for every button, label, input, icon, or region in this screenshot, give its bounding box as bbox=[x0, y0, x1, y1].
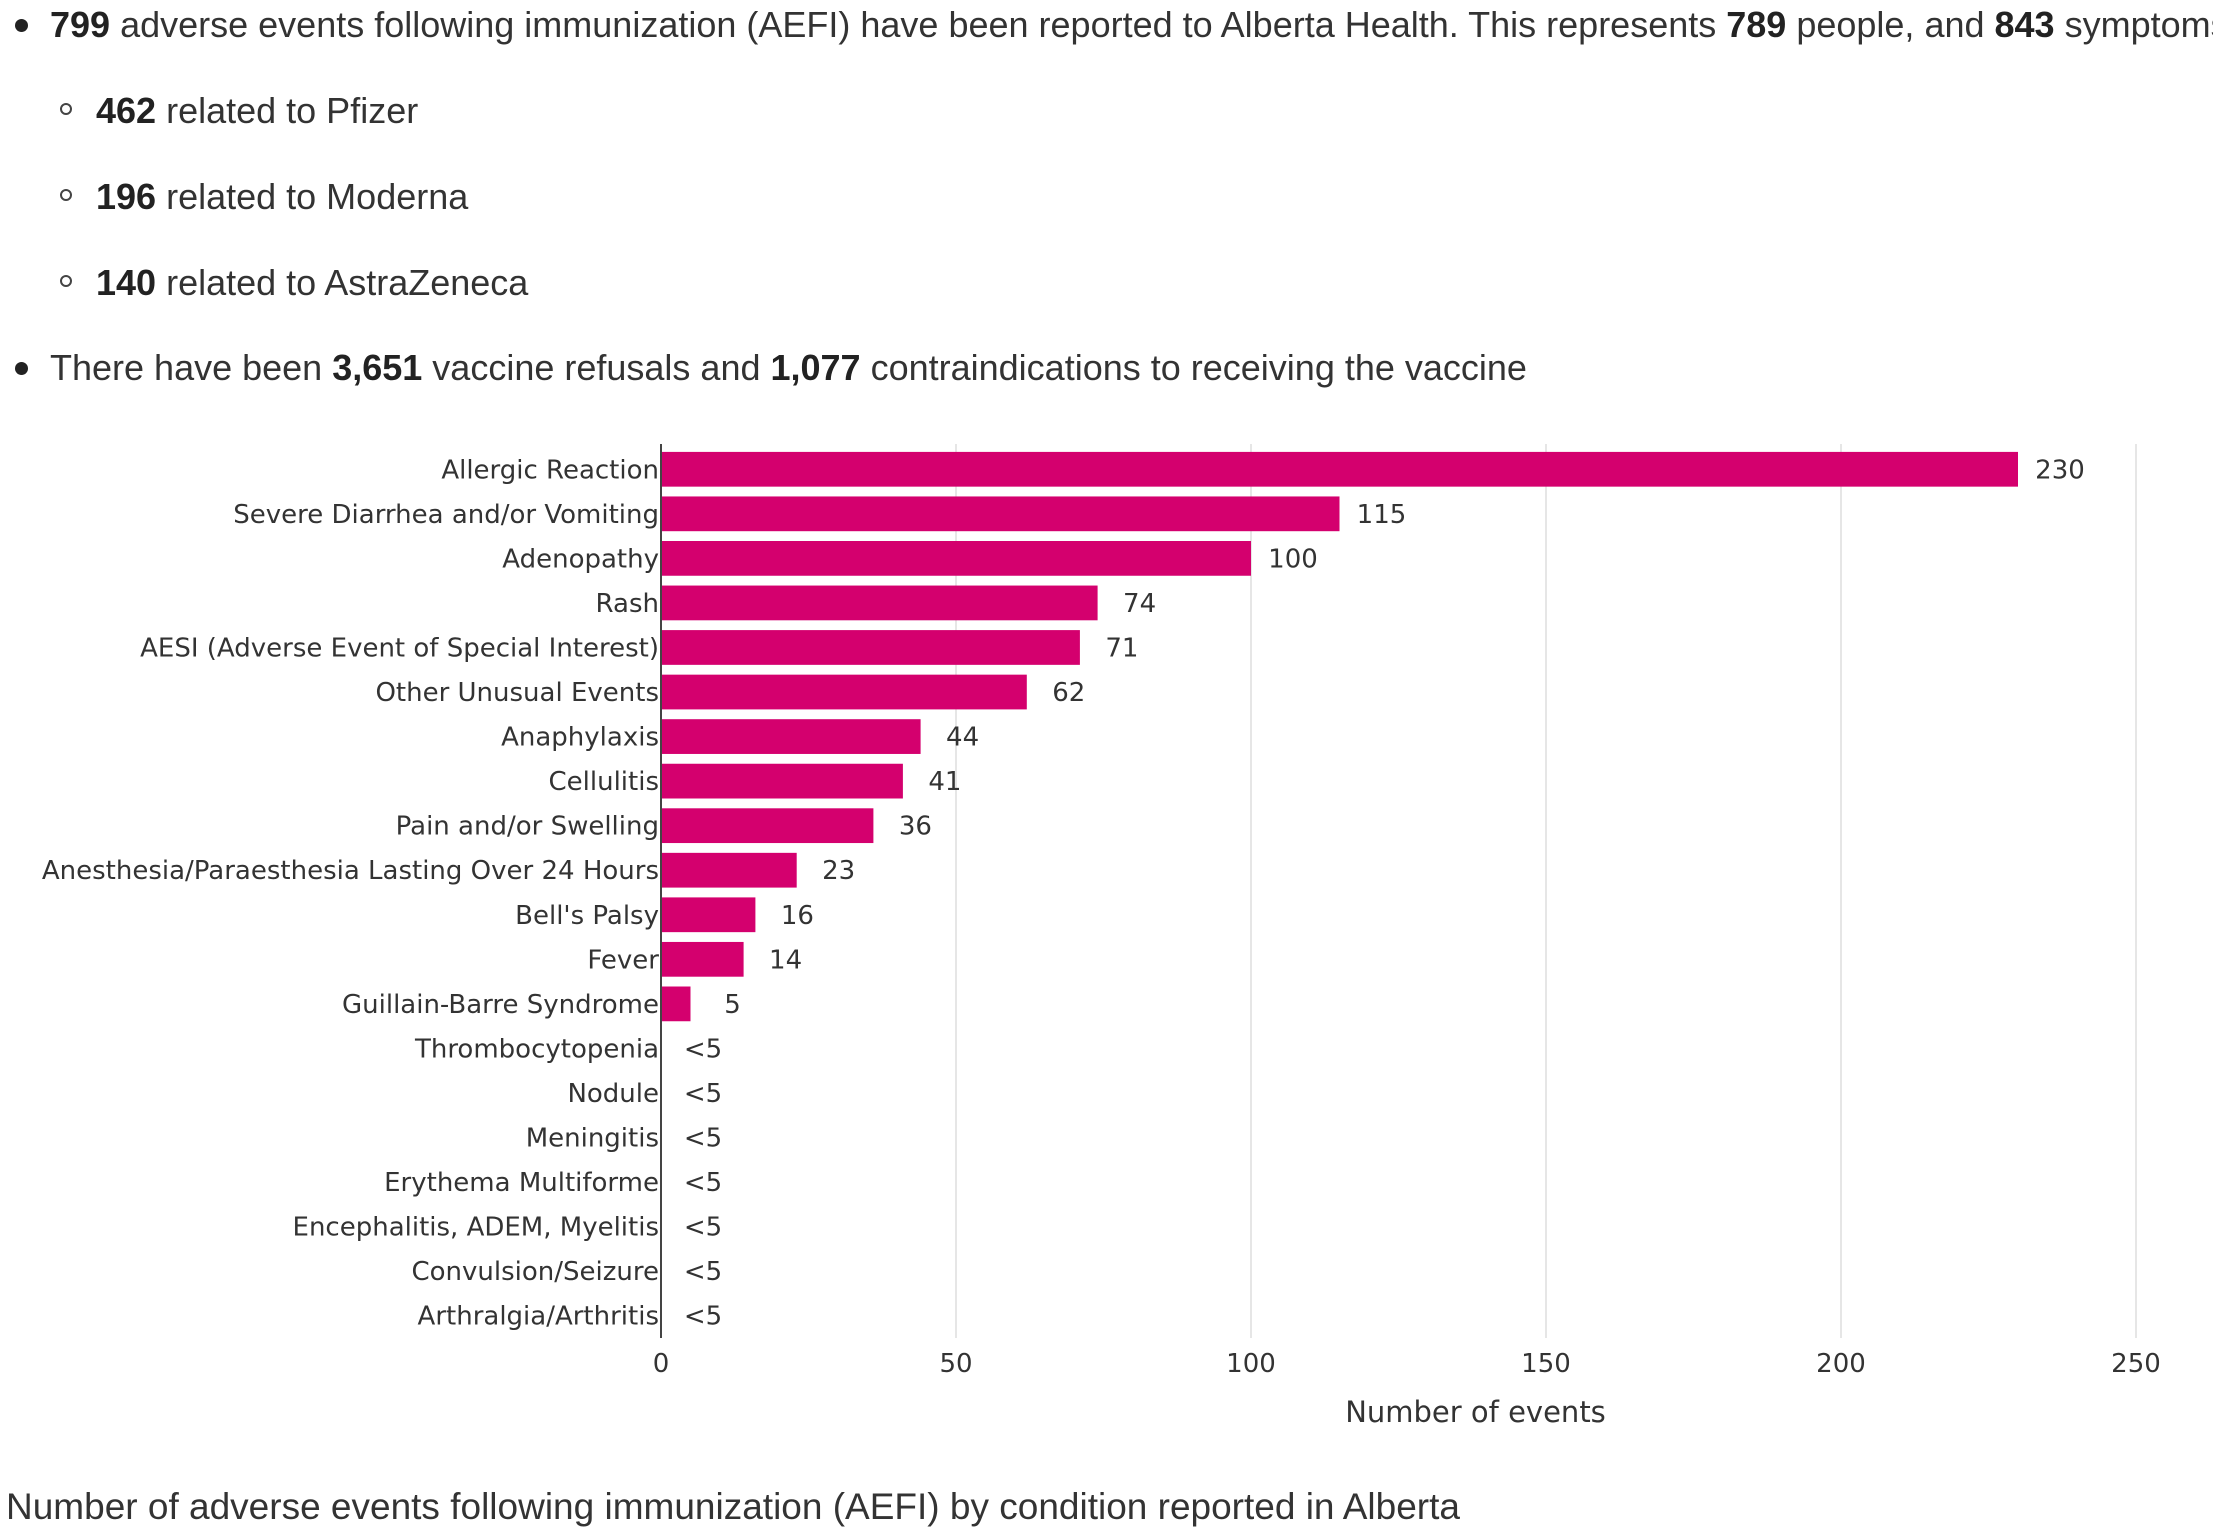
refusals-text-1: There have been bbox=[50, 347, 333, 388]
bar bbox=[661, 986, 691, 1022]
category-label: Other Unusual Events bbox=[375, 678, 659, 708]
bar bbox=[661, 808, 874, 844]
category-label: Rash bbox=[596, 589, 659, 619]
category-label: Anaphylaxis bbox=[501, 723, 659, 753]
category-label: Meningitis bbox=[526, 1124, 659, 1154]
category-label: Nodule bbox=[567, 1079, 659, 1109]
sub-bullet-ring bbox=[60, 103, 72, 115]
x-axis-title: Number of events bbox=[1345, 1395, 1606, 1429]
bullet-dot bbox=[15, 362, 28, 375]
data-label: 62 bbox=[1052, 678, 1085, 708]
bar bbox=[661, 541, 1251, 576]
data-label: <5 bbox=[684, 1034, 722, 1064]
category-label: AESI (Adverse Event of Special Interest) bbox=[140, 633, 659, 663]
summary-bullet-refusals: There have been 3,651 vaccine refusals a… bbox=[50, 346, 1527, 390]
summary-bullet-aefi: 799 adverse events following immunizatio… bbox=[50, 3, 2213, 47]
x-tick-label: 250 bbox=[2111, 1349, 2161, 1379]
data-label: <5 bbox=[684, 1079, 722, 1109]
data-label: 41 bbox=[928, 767, 961, 797]
category-label: Encephalitis, ADEM, Myelitis bbox=[293, 1213, 659, 1243]
people-count: 789 bbox=[1726, 4, 1787, 45]
astrazeneca-text: related to AstraZeneca bbox=[156, 262, 529, 303]
refusals-text-3: contraindications to receiving the vacci… bbox=[860, 347, 1527, 388]
category-label: Adenopathy bbox=[502, 544, 659, 574]
aefi-text-3: symptoms. bbox=[2064, 4, 2213, 45]
aefi-text-1: adverse events following immunization (A… bbox=[110, 4, 1727, 45]
bar bbox=[661, 496, 1340, 532]
sub-bullet-ring bbox=[60, 189, 72, 201]
pfizer-text: related to Pfizer bbox=[156, 90, 419, 131]
data-label: 230 bbox=[2035, 455, 2085, 485]
contraindications-count: 1,077 bbox=[770, 347, 861, 388]
data-label: 100 bbox=[1268, 544, 1318, 574]
x-tick-label: 200 bbox=[1816, 1349, 1866, 1379]
category-label: Fever bbox=[587, 945, 659, 975]
x-tick-label: 150 bbox=[1521, 1349, 1571, 1379]
moderna-text: related to Moderna bbox=[156, 176, 469, 217]
bar bbox=[661, 763, 903, 799]
category-label: Guillain-Barre Syndrome bbox=[342, 990, 659, 1020]
data-label: <5 bbox=[684, 1213, 722, 1243]
bar bbox=[661, 941, 744, 977]
x-tick-label: 0 bbox=[653, 1349, 670, 1379]
category-label: Anesthesia/Paraesthesia Lasting Over 24 … bbox=[42, 856, 659, 886]
category-label: Arthralgia/Arthritis bbox=[418, 1302, 659, 1332]
data-label: 23 bbox=[822, 856, 855, 886]
data-label: 115 bbox=[1357, 500, 1407, 530]
category-label: Convulsion/Seizure bbox=[411, 1257, 659, 1287]
aefi-text-2: people, and bbox=[1786, 4, 1995, 45]
data-label: <5 bbox=[684, 1257, 722, 1287]
chart-caption: Number of adverse events following immun… bbox=[6, 1486, 1460, 1527]
data-label: <5 bbox=[684, 1168, 722, 1198]
pfizer-count: 462 bbox=[96, 90, 157, 131]
category-label: Severe Diarrhea and/or Vomiting bbox=[233, 500, 659, 530]
data-label: <5 bbox=[684, 1124, 722, 1154]
bar bbox=[661, 897, 756, 933]
moderna-count: 196 bbox=[96, 176, 157, 217]
data-label: 71 bbox=[1105, 633, 1138, 663]
category-label: Allergic Reaction bbox=[441, 455, 659, 485]
data-label: 5 bbox=[724, 990, 741, 1020]
x-tick-label: 100 bbox=[1226, 1349, 1276, 1379]
category-label: Cellulitis bbox=[549, 767, 660, 797]
data-label: 36 bbox=[899, 812, 932, 842]
category-label: Erythema Multiforme bbox=[384, 1168, 659, 1198]
data-label: 14 bbox=[769, 945, 802, 975]
category-label: Thrombocytopenia bbox=[414, 1034, 659, 1064]
data-label: 74 bbox=[1123, 589, 1156, 619]
sub-bullet-moderna: 196 related to Moderna bbox=[96, 175, 468, 219]
bar bbox=[661, 585, 1098, 621]
refusals-count: 3,651 bbox=[332, 347, 423, 388]
bar bbox=[661, 719, 921, 754]
sub-bullet-pfizer: 462 related to Pfizer bbox=[96, 89, 418, 133]
category-label: Bell's Palsy bbox=[515, 901, 659, 931]
aefi-count: 799 bbox=[50, 4, 111, 45]
category-label: Pain and/or Swelling bbox=[396, 812, 659, 842]
symptoms-count: 843 bbox=[1994, 4, 2055, 45]
bar bbox=[661, 630, 1080, 665]
bar bbox=[661, 674, 1027, 710]
data-label: 16 bbox=[781, 901, 814, 931]
refusals-text-2: vaccine refusals and bbox=[422, 347, 771, 388]
bullet-dot bbox=[15, 19, 28, 32]
data-label: <5 bbox=[684, 1302, 722, 1332]
astrazeneca-count: 140 bbox=[96, 262, 157, 303]
data-label: 44 bbox=[946, 723, 979, 753]
bar bbox=[661, 852, 797, 888]
x-tick-label: 50 bbox=[939, 1349, 972, 1379]
sub-bullet-astrazeneca: 140 related to AstraZeneca bbox=[96, 261, 528, 305]
bar bbox=[661, 451, 2018, 487]
sub-bullet-ring bbox=[60, 275, 72, 287]
